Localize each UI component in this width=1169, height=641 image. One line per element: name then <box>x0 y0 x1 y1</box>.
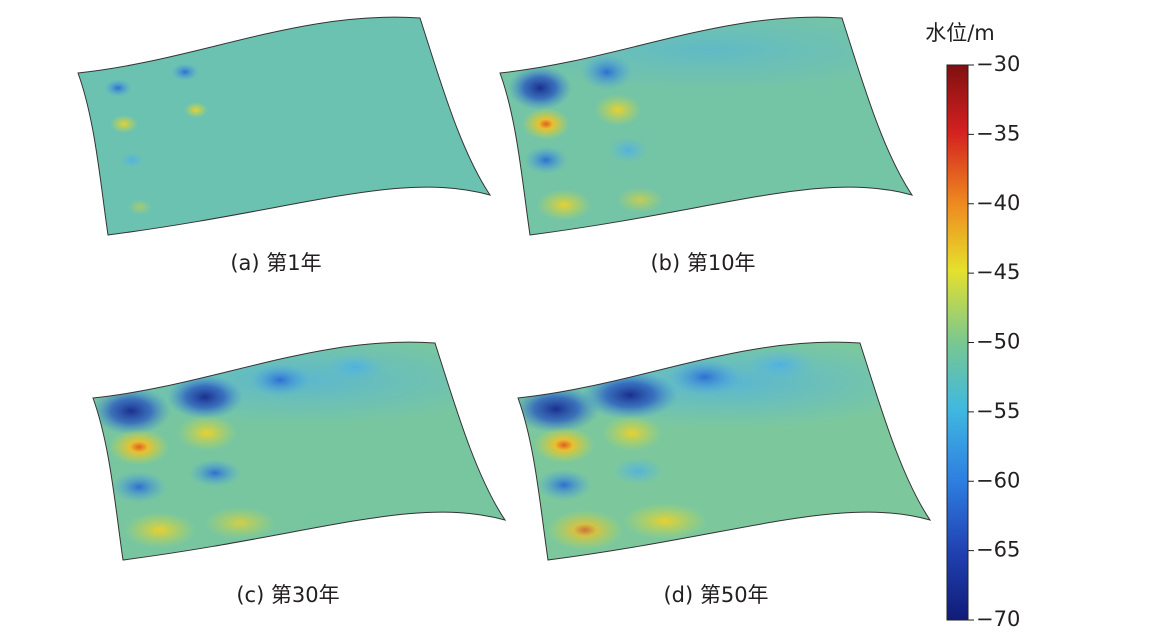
colorbar <box>946 64 969 621</box>
tick-label: −55 <box>976 399 1020 423</box>
caption: (a) 第1年 <box>230 251 321 275</box>
tick-label: −60 <box>976 468 1020 492</box>
tick-label: −45 <box>976 260 1020 284</box>
tick-label: −40 <box>976 191 1020 215</box>
caption: (d) 第50年 <box>663 583 768 607</box>
panel-c <box>92 341 506 561</box>
tick-label: −50 <box>976 330 1020 354</box>
tick-label: −70 <box>976 607 1020 631</box>
colorbar-title: 水位/m <box>925 21 995 45</box>
panel-a <box>77 16 491 236</box>
tick-label: −35 <box>976 121 1020 145</box>
panel-b <box>499 16 913 236</box>
colorbar-ticks: −30 −35 −40 −45 −50 −55 −60 −65 −70 <box>968 52 1020 631</box>
panel-d <box>517 341 931 561</box>
caption: (b) 第10年 <box>650 251 755 275</box>
caption: (c) 第30年 <box>236 583 339 607</box>
tick-label: −65 <box>976 538 1020 562</box>
tick-label: −30 <box>976 52 1020 76</box>
